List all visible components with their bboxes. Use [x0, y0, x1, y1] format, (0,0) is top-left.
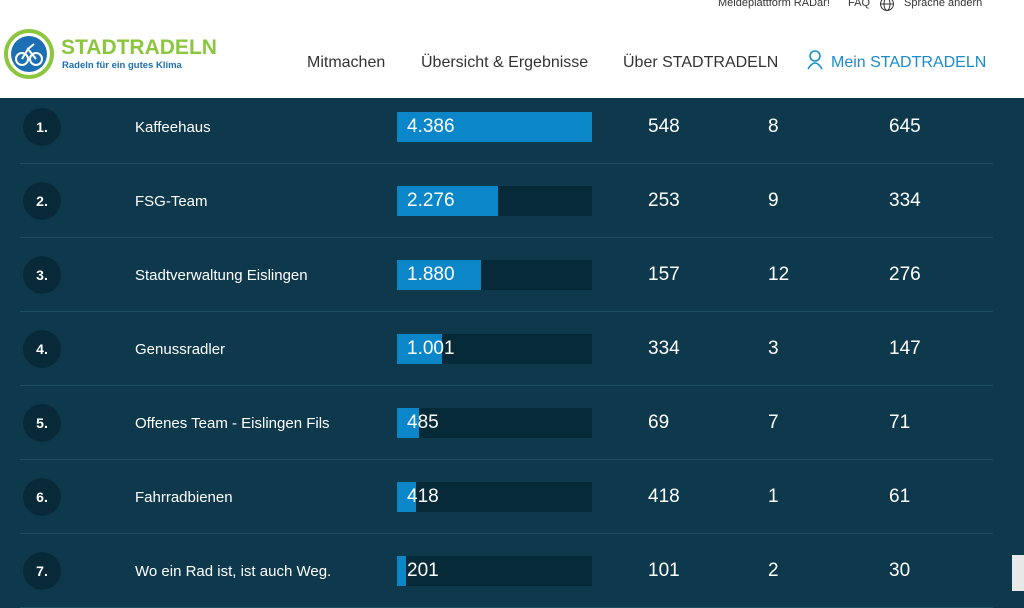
rank-badge: 6. [23, 478, 61, 516]
team-name: Offenes Team - Eislingen Fils [135, 415, 330, 432]
km-bar [397, 482, 416, 512]
row-separator [20, 163, 993, 164]
km-bar [397, 408, 419, 438]
side-tab[interactable] [1012, 555, 1024, 591]
stat-value: 69 [648, 412, 670, 433]
logo-subtitle: Radeln für ein gutes Klima [62, 60, 182, 71]
logo-icon[interactable] [4, 29, 54, 79]
team-name: Genussradler [135, 341, 226, 358]
km-value: 1.880 [407, 264, 455, 285]
team-name: FSG-Team [135, 193, 208, 210]
row-separator [20, 311, 993, 312]
top-link[interactable]: FAQ [848, 0, 871, 9]
stat-value: 8 [768, 116, 779, 137]
stat-value: 9 [768, 190, 779, 211]
rank-badge: 3. [23, 256, 61, 294]
stat-value: 548 [648, 116, 680, 137]
nav-link[interactable]: Übersicht & Ergebnisse [421, 54, 589, 71]
km-value: 4.386 [407, 116, 455, 137]
nav-link[interactable]: Mitmachen [307, 54, 386, 71]
table-row: 7. Wo ein Rad ist, ist auch Weg. 201 101 2 30 [0, 534, 1024, 608]
row-separator [20, 459, 993, 460]
table-row: 1. Kaffeehaus 4.386 548 8 645 [0, 90, 1024, 164]
stat-value: 3 [768, 338, 779, 359]
km-bar [397, 112, 592, 142]
rank-badge: 5. [23, 404, 61, 442]
km-value: 201 [407, 560, 439, 581]
stat-value: 30 [889, 560, 911, 581]
team-name: Fahrradbienen [135, 489, 233, 506]
km-bar [397, 334, 442, 364]
stat-value: 334 [889, 190, 921, 211]
nav-link[interactable]: Über STADTRADELN [623, 54, 779, 71]
globe-icon [880, 0, 894, 11]
stat-value: 7 [768, 412, 779, 433]
row-separator [20, 533, 993, 534]
stat-value: 2 [768, 560, 779, 581]
table-row: 6. Fahrradbienen 418 418 1 61 [0, 460, 1024, 534]
km-bar-track: 418 [397, 482, 592, 512]
km-bar-track: 485 [397, 408, 592, 438]
table-row: 5. Offenes Team - Eislingen Fils 485 69 7 71 [0, 386, 1024, 460]
rank-badge: 4. [23, 330, 61, 368]
stat-value: 12 [768, 264, 790, 285]
user-icon[interactable] [806, 49, 824, 71]
km-bar [397, 186, 499, 216]
km-bar-track: 1.001 [397, 334, 592, 364]
team-name: Wo ein Rad ist, ist auch Weg. [135, 563, 332, 580]
rank-badge: 2. [23, 182, 61, 220]
km-value: 2.276 [407, 190, 455, 211]
table-row: 3. Stadtverwaltung Eislingen 1.880 157 12 276 [0, 238, 1024, 312]
stat-value: 101 [648, 560, 680, 581]
row-separator [20, 237, 993, 238]
logo-title[interactable]: STADTRADELN [61, 36, 217, 59]
team-name: Kaffeehaus [135, 119, 211, 136]
km-value: 418 [407, 486, 439, 507]
rank-badge: 7. [23, 552, 61, 590]
km-bar [397, 556, 406, 586]
rank-badge: 1. [23, 108, 61, 146]
km-bar-track: 4.386 [397, 112, 592, 142]
nav-link[interactable]: Mein STADTRADELN [831, 54, 987, 71]
stat-value: 71 [889, 412, 911, 433]
top-link[interactable]: Sprache ändern [904, 0, 983, 9]
stat-value: 147 [889, 338, 921, 359]
stat-value: 1 [768, 486, 779, 507]
top-link[interactable]: Meldeplattform RADar! [718, 0, 830, 9]
km-bar [397, 260, 481, 290]
table-row: 2. FSG-Team 2.276 253 9 334 [0, 164, 1024, 238]
table-row: 4. Genussradler 1.001 334 3 147 [0, 312, 1024, 386]
stat-value: 645 [889, 116, 921, 137]
stat-value: 276 [889, 264, 921, 285]
header: Meldeplattform RADar! FAQ Sprache ändern… [0, 0, 1024, 98]
row-separator [20, 385, 993, 386]
km-value: 485 [407, 412, 439, 433]
stat-value: 61 [889, 486, 911, 507]
km-bar-track: 2.276 [397, 186, 592, 216]
km-bar-track: 201 [397, 556, 592, 586]
stat-value: 418 [648, 486, 680, 507]
stat-value: 157 [648, 264, 680, 285]
km-value: 1.001 [407, 338, 455, 359]
team-name: Stadtverwaltung Eislingen [135, 267, 308, 284]
stat-value: 253 [648, 190, 680, 211]
stat-value: 334 [648, 338, 680, 359]
km-bar-track: 1.880 [397, 260, 592, 290]
